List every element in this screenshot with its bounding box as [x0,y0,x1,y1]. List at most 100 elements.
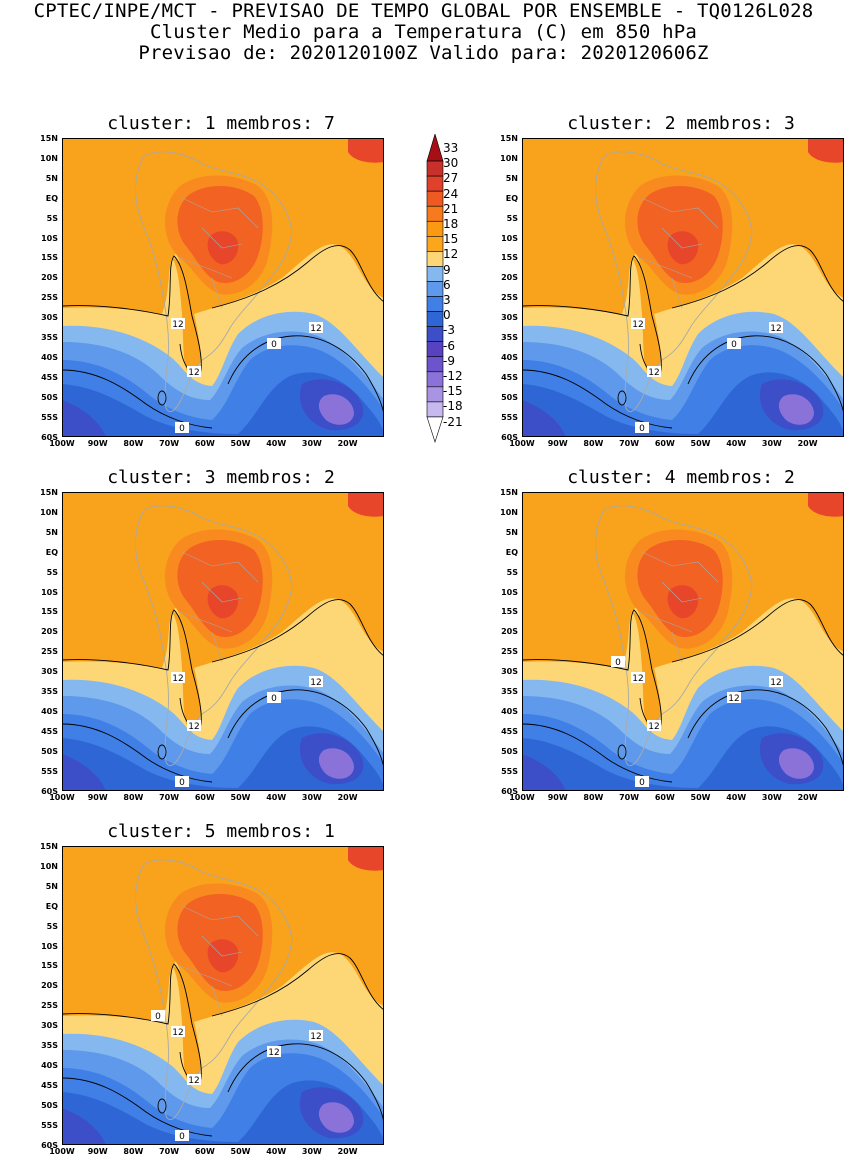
lat-tick-label: 25S [41,293,58,303]
lat-tick-label: 55S [41,766,58,776]
temperature-map-3: 12 12 12 0 0 [62,492,384,791]
warm-region-northeast [808,492,844,517]
violet-region-southwest [62,754,106,791]
colorbar-label: -9 [443,353,455,368]
lon-tick-label: 30W [761,439,782,448]
colorbar-swatch [426,326,444,342]
lat-tick-label: 10N [40,153,58,163]
lon-tick-label: 30W [301,1147,322,1156]
contour-12-east [211,245,384,309]
contour-label-box [171,1026,185,1037]
contour-label: 0 [175,422,189,434]
andes-warm-tongue [630,256,661,377]
contour-label: 12 [647,720,661,732]
lat-tick-label: 15N [500,134,518,143]
contour-label-box [175,422,189,433]
light-violet-core [318,748,354,779]
colorbar-swatch [426,371,444,388]
figure-title-line2: Cluster Medio para a Temperatura (C) em … [149,21,698,43]
lon-tick-label: 40W [266,439,287,448]
temperature-map-4: 12 12 12 12 0 0 [522,492,844,791]
colorbar-label: -18 [443,399,463,414]
contour-label: 12 [187,1074,201,1086]
contour-label: 12 [727,692,741,704]
andes-warm-tongue [170,610,201,731]
lat-tick-label: 60S [41,432,58,442]
lon-tick-label: 100W [509,793,535,802]
lat-tick-label: EQ [505,547,518,557]
south-america-outline [135,151,293,412]
lat-tick-label: 5N [505,173,518,183]
lat-tick-label: EQ [45,901,58,911]
lat-tick-label: 30S [501,313,518,323]
lon-tick-label: 90W [87,1147,108,1156]
contour-label-box [309,676,323,687]
lat-tick-label: 20S [41,627,58,637]
contour-label-text: 0 [615,658,621,668]
contour-label-text: 0 [155,1012,161,1022]
country-borders [179,197,259,309]
contour-ring-patagonia [157,1098,167,1114]
lat-tick-label: 10N [500,153,518,163]
contour-label: 0 [175,1130,189,1142]
contour-label-text: 12 [310,678,321,688]
contour-label-text: 12 [172,1028,183,1038]
warm-region-northeast [348,138,384,163]
contour-label-text: 12 [172,674,183,684]
lon-tick-label: 100W [509,439,535,448]
lat-tick-label: 55S [41,412,58,422]
country-borders [179,551,259,663]
light-violet-core [318,1102,354,1133]
lon-tick-label: 70W [159,793,180,802]
lat-tick-label: 45S [41,1080,58,1090]
lon-tick-label: 90W [547,439,568,448]
lat-tick-label: 35S [501,333,518,342]
colorbar-swatch [426,416,444,443]
lat-tick-label: 10N [40,861,58,871]
figure-title-line1: CPTEC/INPE/MCT - PREVISAO DE TEMPO GLOBA… [33,0,814,22]
lat-tick-label: 10S [41,233,58,243]
lon-tick-label: 90W [547,793,568,802]
lat-tick-label: 25S [501,647,518,657]
colorbar-label: 21 [443,201,459,216]
contour-label: 12 [187,366,201,378]
contour-label: 0 [151,1010,165,1022]
lat-tick-label: 55S [501,412,518,422]
contour-label-text: 12 [648,368,659,378]
lat-tick-label: 10S [501,587,518,597]
lat-tick-label: 5S [46,567,58,577]
contour-12-east [671,599,844,663]
south-america-outline [135,859,293,1120]
contour-label-box [267,338,281,349]
contour-label-box [631,672,645,683]
contour-label: 12 [171,318,185,330]
lat-tick-label: 35S [41,1041,58,1050]
contour-0-south [522,369,673,429]
contour-label: 0 [175,776,189,788]
map-frame [62,138,384,437]
lat-tick-label: 20S [501,627,518,637]
lon-tick-label: 70W [619,793,640,802]
contour-label: 12 [309,322,323,334]
contour-0-east [227,1043,384,1123]
contour-label: 12 [171,672,185,684]
lat-tick-label: 50S [41,746,58,756]
andes-warm-tongue [630,610,661,731]
lon-tick-label: 80W [123,1147,144,1156]
lat-tick-label: 35S [41,687,58,696]
lon-tick-label: 100W [49,439,75,448]
colorbar-label: 27 [443,171,459,186]
lon-tick-label: 30W [301,793,322,802]
lat-tick-label: 15S [41,961,58,971]
contour-label-box [187,720,201,731]
lat-tick-label: 10S [501,233,518,243]
lat-tick-label: EQ [505,193,518,203]
contour-label: 12 [309,1030,323,1042]
lon-tick-label: 40W [726,439,747,448]
colorbar-label: 6 [443,277,451,292]
lat-tick-label: 10N [40,507,58,517]
south-america-outline [595,151,753,412]
lon-tick-label: 20W [797,793,818,802]
contour-label-box [635,422,649,433]
colorbar-label: 9 [443,262,451,277]
